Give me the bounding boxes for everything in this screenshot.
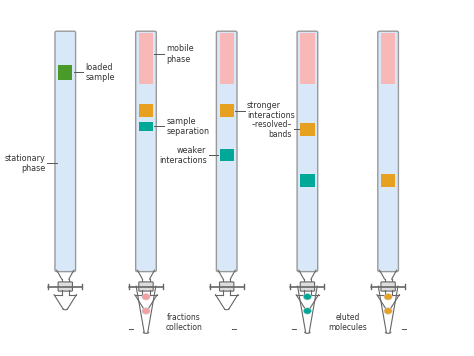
Text: –resolved–
bands: –resolved– bands	[251, 120, 292, 139]
Bar	[300, 33, 315, 84]
Text: weaker
interactions: weaker interactions	[159, 146, 207, 165]
Circle shape	[303, 294, 311, 300]
Text: _: _	[128, 320, 133, 330]
Circle shape	[142, 308, 150, 314]
Bar	[381, 174, 395, 187]
Circle shape	[142, 294, 150, 300]
Bar	[139, 33, 153, 84]
FancyBboxPatch shape	[139, 282, 153, 291]
Bar	[219, 149, 234, 161]
Text: eluted
molecules: eluted molecules	[328, 313, 367, 333]
Text: _: _	[401, 320, 406, 330]
Text: _: _	[292, 320, 296, 330]
FancyBboxPatch shape	[297, 31, 318, 272]
Text: _: _	[231, 320, 236, 330]
FancyBboxPatch shape	[58, 282, 73, 291]
Bar	[139, 104, 153, 117]
FancyBboxPatch shape	[55, 31, 75, 272]
Circle shape	[303, 308, 311, 314]
Bar	[219, 104, 234, 117]
Text: sample
separation: sample separation	[166, 117, 209, 136]
Text: fractions
collection: fractions collection	[165, 313, 202, 333]
Bar	[381, 33, 395, 84]
FancyBboxPatch shape	[381, 282, 395, 291]
FancyBboxPatch shape	[219, 282, 234, 291]
Circle shape	[384, 308, 392, 314]
Bar	[139, 122, 153, 131]
Text: mobile
phase: mobile phase	[166, 44, 194, 64]
FancyBboxPatch shape	[136, 31, 156, 272]
Text: loaded
sample: loaded sample	[85, 63, 115, 82]
FancyBboxPatch shape	[300, 282, 315, 291]
Bar	[58, 65, 73, 80]
Bar	[219, 33, 234, 84]
Bar	[300, 174, 315, 187]
Circle shape	[384, 294, 392, 300]
Bar	[300, 123, 315, 136]
FancyBboxPatch shape	[378, 31, 399, 272]
Text: stationary
phase: stationary phase	[4, 153, 45, 173]
FancyBboxPatch shape	[216, 31, 237, 272]
Text: stronger
interactions: stronger interactions	[247, 101, 295, 120]
